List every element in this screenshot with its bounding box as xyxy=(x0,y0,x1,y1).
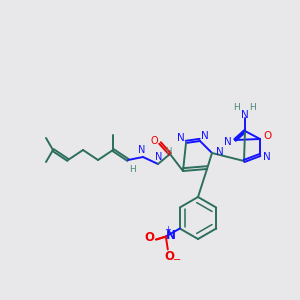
Text: H: H xyxy=(165,146,171,155)
Text: O: O xyxy=(263,131,271,141)
Text: N: N xyxy=(166,229,176,242)
Text: N: N xyxy=(241,110,249,120)
Text: H: H xyxy=(250,103,256,112)
Text: O: O xyxy=(145,231,155,244)
Text: N: N xyxy=(155,152,163,162)
Text: N: N xyxy=(263,152,271,162)
Text: N: N xyxy=(138,145,146,155)
Text: +: + xyxy=(164,225,171,234)
Text: H: H xyxy=(234,103,240,112)
Text: O: O xyxy=(150,136,158,146)
Text: N: N xyxy=(177,133,185,143)
Text: N: N xyxy=(216,147,224,157)
Text: N: N xyxy=(201,131,209,141)
Text: H: H xyxy=(130,164,136,173)
Text: N: N xyxy=(224,137,232,147)
Text: O: O xyxy=(165,250,175,263)
Text: −: − xyxy=(173,254,181,265)
